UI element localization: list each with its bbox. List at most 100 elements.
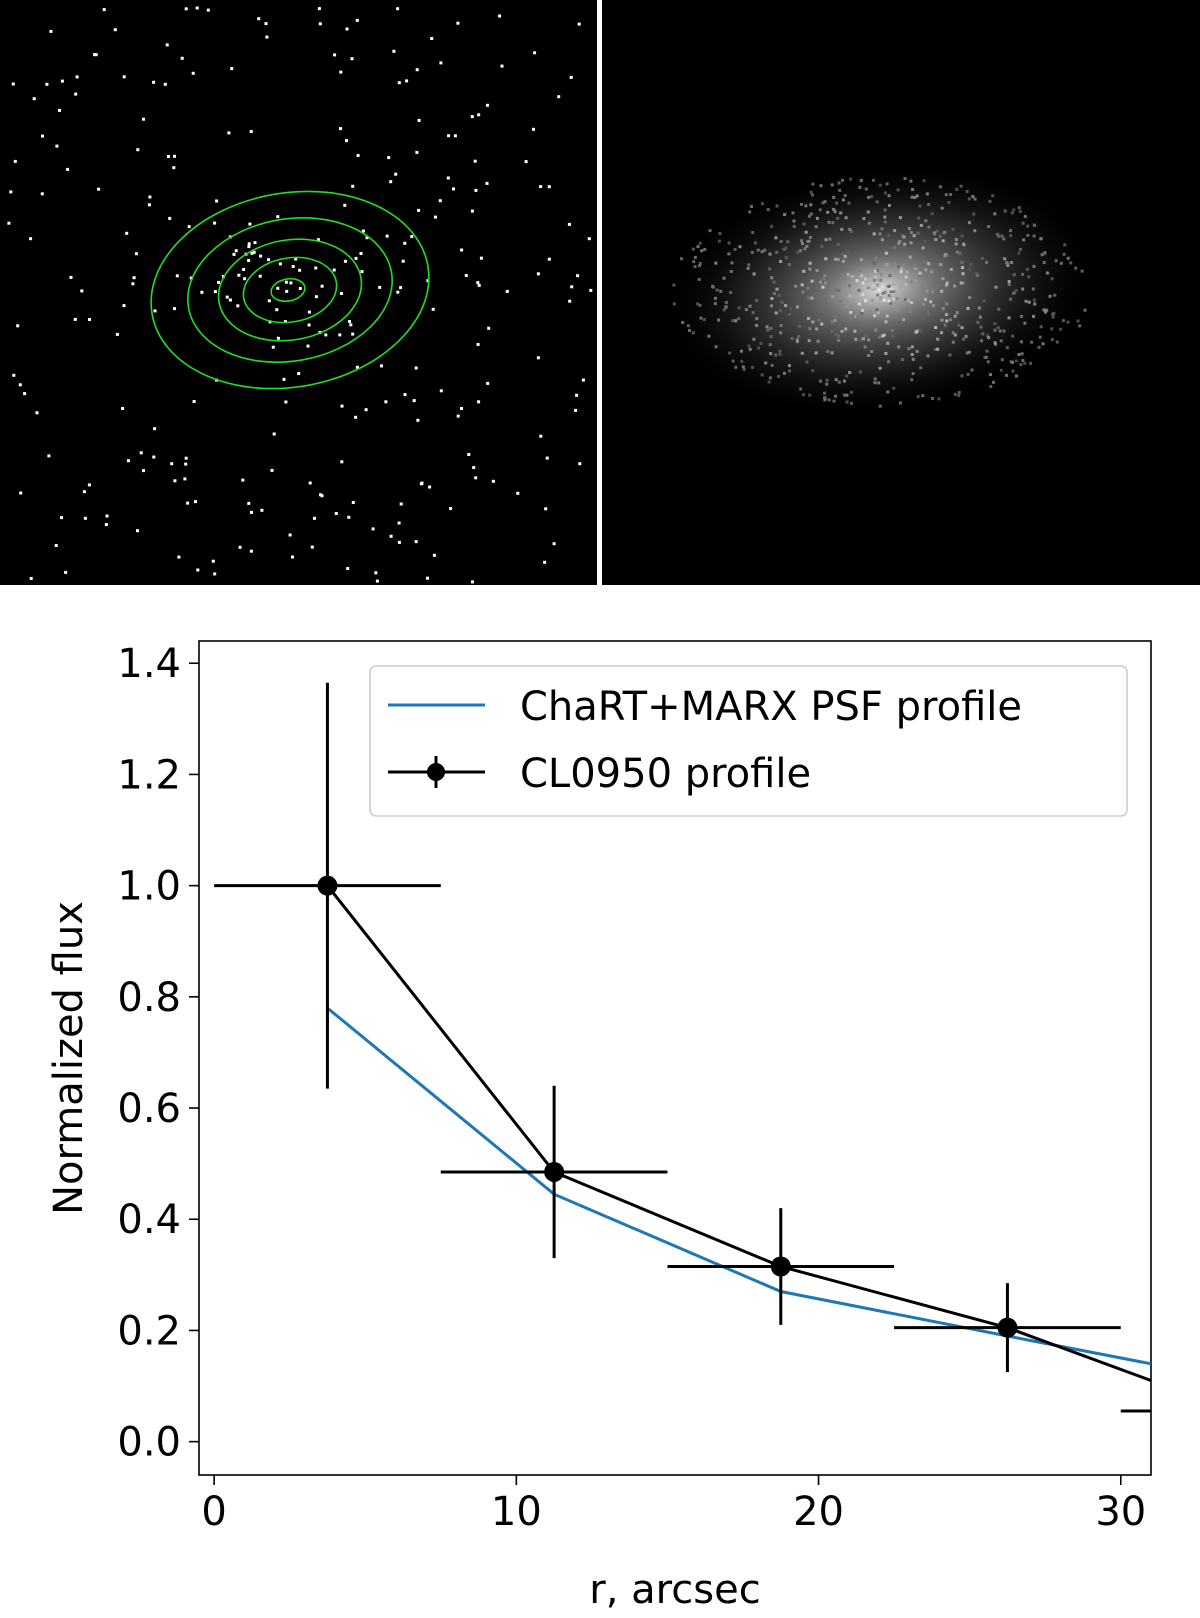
photon-dot	[417, 118, 421, 122]
psf-pixel	[958, 251, 962, 255]
psf-pixel	[849, 230, 853, 234]
photon-dot	[122, 75, 126, 79]
photon-dot	[153, 427, 157, 431]
photon-dot	[288, 533, 292, 537]
photon-dot	[121, 407, 125, 410]
x-tick-label: 10	[491, 1489, 542, 1535]
psf-pixel	[944, 313, 948, 317]
photon-dot	[173, 154, 176, 158]
psf-pixel	[692, 260, 696, 264]
photon-dot	[192, 400, 196, 403]
psf-pixel	[740, 359, 744, 363]
psf-pixel	[1012, 208, 1016, 212]
psf-pixel	[775, 204, 779, 208]
psf-pixel	[802, 269, 806, 273]
psf-pixel	[836, 243, 840, 246]
photon-dot	[460, 407, 463, 410]
psf-pixel	[953, 284, 956, 288]
psf-pixel	[961, 272, 965, 276]
panel-divider	[597, 0, 602, 585]
photon-dot	[313, 516, 316, 520]
photon-dot	[410, 235, 414, 238]
psf-pixel	[997, 234, 1001, 238]
psf-pixel	[979, 325, 983, 329]
psf-pixel	[808, 261, 812, 265]
psf-pixel	[1010, 211, 1014, 215]
psf-pixel	[897, 345, 901, 349]
psf-pixel	[885, 287, 889, 291]
psf-pixel	[801, 242, 804, 246]
psf-pixel	[728, 351, 732, 355]
psf-pixel	[881, 284, 884, 288]
photon-dot	[73, 317, 77, 321]
psf-pixel	[1045, 271, 1049, 275]
psf-pixel	[987, 336, 991, 340]
photon-dot	[324, 333, 328, 337]
photon-dot	[345, 139, 348, 143]
psf-pixel	[845, 304, 849, 308]
psf-pixel	[1050, 327, 1054, 331]
psf-pixel	[864, 299, 867, 303]
psf-pixel	[759, 341, 763, 345]
psf-pixel	[809, 203, 813, 207]
psf-pixel	[902, 245, 906, 249]
photon-dot	[486, 103, 489, 107]
psf-pixel	[746, 266, 750, 270]
psf-pixel	[816, 339, 820, 343]
psf-pixel	[989, 373, 992, 377]
photon-dot	[247, 245, 251, 249]
psf-pixel	[717, 318, 721, 322]
psf-pixel	[944, 283, 948, 287]
psf-pixel	[1050, 338, 1054, 342]
psf-pixel	[927, 225, 931, 229]
psf-pixel	[860, 274, 864, 278]
legend: ChaRT+MARX PSF profile CL0950 profile	[369, 665, 1128, 817]
photon-dot	[378, 285, 382, 289]
photon-dot	[249, 549, 253, 553]
psf-pixel	[943, 230, 947, 234]
psf-pixel	[788, 313, 791, 316]
psf-pixel	[855, 279, 859, 283]
psf-pixel	[968, 296, 972, 299]
psf-pixel	[953, 333, 957, 337]
psf-pixel	[724, 300, 728, 304]
psf-pixel	[874, 256, 878, 260]
psf-pixel	[936, 347, 940, 351]
photon-dot	[464, 274, 468, 277]
psf-pixel	[959, 184, 963, 188]
psf-pixel	[831, 295, 835, 299]
photon-dot	[578, 462, 582, 466]
photon-dot	[567, 222, 571, 226]
psf-pixel	[1002, 237, 1006, 241]
series-layer	[214, 682, 1151, 1413]
psf-pixel	[698, 241, 702, 245]
psf-pixel	[923, 239, 927, 243]
psf-pixel	[878, 404, 882, 408]
psf-pixel	[795, 338, 799, 342]
psf-pixel	[840, 252, 844, 256]
photon-dot	[294, 257, 298, 261]
psf-pixel	[945, 319, 949, 323]
psf-pixel	[766, 328, 770, 332]
photon-dot	[32, 97, 36, 101]
psf-pixel	[1083, 308, 1087, 312]
photon-dot	[316, 238, 320, 242]
psf-pixel	[1007, 280, 1011, 283]
psf-pixel	[763, 248, 767, 252]
psf-pixel	[1024, 299, 1028, 303]
photon-dot	[310, 545, 314, 549]
psf-pixel	[733, 248, 737, 251]
psf-pixel	[867, 286, 871, 290]
psf-pixel	[823, 391, 826, 395]
psf-pixel	[1062, 252, 1066, 256]
photon-dot	[291, 555, 294, 559]
photon-dot	[282, 377, 286, 381]
psf-pixel	[991, 194, 995, 198]
psf-pixel	[774, 353, 778, 357]
photon-dot	[375, 579, 379, 583]
psf-pixel	[768, 343, 772, 347]
psf-pixel	[998, 329, 1002, 333]
photon-dot	[318, 22, 322, 26]
psf-pixel	[823, 274, 827, 278]
